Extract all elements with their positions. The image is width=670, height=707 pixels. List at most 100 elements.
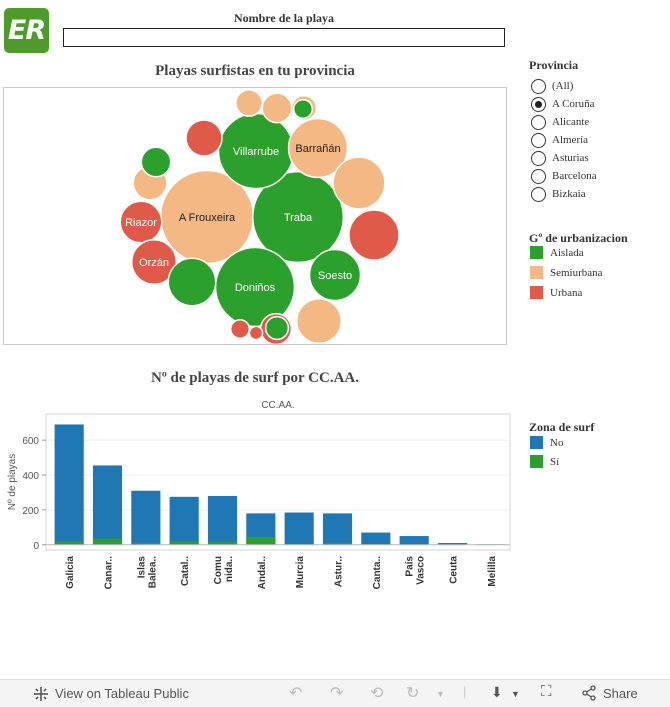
bar-segment-no[interactable] [54,424,84,545]
bubble-circle[interactable] [248,325,264,341]
bar-segment-si[interactable] [246,536,276,545]
bubble-circle[interactable] [332,156,386,210]
bubble-unlabeled-9[interactable] [348,209,400,261]
tableau-logo-icon[interactable] [32,685,50,706]
province-option-all[interactable]: (All) [531,77,651,95]
bubble-circle[interactable] [119,200,163,244]
legend-item-si[interactable]: Sí [530,455,559,468]
bubble-riazor[interactable]: Riazor [119,200,163,244]
bar-murcia[interactable] [284,512,314,545]
x-tick-label: Canar.. [104,556,115,590]
radio-button[interactable] [531,132,546,148]
share-icon[interactable] [581,685,597,704]
bar-segment-no[interactable] [284,512,314,545]
province-option-bizkaia[interactable]: Bizkaia [531,185,651,203]
province-filter-list[interactable]: (All) A Coruña Alicante Almería Asturias Barc… [531,77,651,205]
bubble-circle[interactable] [292,98,314,120]
bar-segment-no[interactable] [92,465,123,545]
province-option-almeria[interactable]: Almería [531,131,651,149]
bubble-circle[interactable] [295,297,343,345]
beach-search-input[interactable] [63,28,505,47]
bar-canta[interactable] [361,532,391,545]
radio-button[interactable] [531,114,546,130]
redo-icon[interactable]: ↷ [330,685,344,702]
bar-segment-no[interactable] [437,543,468,545]
legend-item-semiurbana[interactable]: Semiurbana [530,266,603,279]
radio-button[interactable] [531,150,546,166]
bubble-circle[interactable] [348,209,400,261]
bar-canar[interactable] [92,465,123,545]
bubble-circle[interactable] [261,92,293,124]
bubble-circle[interactable] [235,89,263,117]
bubble-orzan[interactable]: Orzán [130,238,178,286]
radio-button[interactable] [531,96,546,112]
bar-segment-si[interactable] [169,541,199,545]
bubble-unlabeled-20[interactable] [292,98,314,120]
fullscreen-icon[interactable]: ⛶ [541,683,552,700]
province-option-label: Alicante [552,116,590,128]
bar-islas-balea[interactable] [131,490,161,545]
view-on-tableau-link[interactable]: View on Tableau Public [55,686,189,701]
radio-button[interactable] [531,168,546,184]
legend-item-no[interactable]: No [530,436,563,449]
bar-andal[interactable] [246,513,276,545]
bar-ceuta[interactable] [437,543,468,545]
bubble-circle[interactable] [185,119,223,157]
revert-icon[interactable]: ⟲ [370,685,384,702]
bubble-unlabeled-22[interactable] [248,325,264,341]
bubble-unlabeled-15[interactable] [235,89,263,117]
bubble-unlabeled-13[interactable] [140,146,172,178]
refresh-dropdown-icon[interactable]: ▼ [436,689,445,699]
province-option-a-coruna[interactable]: A Coruña [531,95,651,113]
bubble-circle[interactable] [287,117,349,179]
bubble-unlabeled-18[interactable] [261,92,293,124]
bar-astur[interactable] [322,513,353,545]
bar-segment-no[interactable] [322,513,353,545]
bubble-circle[interactable] [140,146,172,178]
province-option-asturias[interactable]: Asturias [531,149,651,167]
bar-segment-si[interactable] [322,543,353,545]
bubble-villarrube[interactable]: Villarrube [217,112,295,190]
legend-item-urbana[interactable]: Urbana [530,286,582,299]
bubble-unlabeled-11[interactable] [185,119,223,157]
bubble-soesto[interactable]: Soesto [308,248,362,302]
bar-segment-no[interactable] [207,495,238,545]
refresh-icon[interactable]: ↻ [406,685,420,702]
bar-segment-no[interactable] [361,532,391,545]
bar-segment-si[interactable] [54,541,84,545]
radio-button[interactable] [531,186,546,202]
share-button[interactable]: Share [603,686,638,701]
bubble-circle[interactable] [264,315,290,341]
bar-segment-si[interactable] [131,543,161,545]
bubble-circle[interactable] [229,318,251,340]
download-dropdown-icon[interactable]: ▼ [511,689,520,699]
bubble-unlabeled-14[interactable] [167,257,217,307]
bar-catal[interactable] [169,496,199,545]
bar-segment-no[interactable] [169,496,199,545]
bubble-circle[interactable] [251,170,345,264]
x-tick-label: Comu [213,556,224,584]
bar-segment-si[interactable] [207,542,238,545]
bubble-circle[interactable] [167,257,217,307]
legend-item-aislada[interactable]: Aislada [530,246,584,259]
bar-segment-no[interactable] [399,536,429,545]
province-option-barcelona[interactable]: Barcelona [531,167,651,185]
bar-segment-si[interactable] [92,538,123,545]
x-tick-label: Islas [136,556,147,579]
bubble-traba[interactable]: Traba [251,170,345,264]
bubble-unlabeled-17[interactable] [264,315,290,341]
bubble-circle[interactable] [308,248,362,302]
bubble-unlabeled-21[interactable] [229,318,251,340]
bubble-circle[interactable] [130,238,178,286]
undo-icon[interactable]: ↶ [289,685,303,702]
bubble-unlabeled-19[interactable] [295,297,343,345]
download-icon[interactable]: ⬇ [491,684,503,700]
bar-pais-vasco[interactable] [399,536,429,545]
bar-comu-nida[interactable] [207,495,238,545]
radio-button[interactable] [531,78,546,94]
bar-galicia[interactable] [54,424,84,545]
bar-segment-no[interactable] [131,490,161,545]
bubble-unlabeled-8[interactable] [332,156,386,210]
province-option-alicante[interactable]: Alicante [531,113,651,131]
bubble-barranan[interactable]: Barrañán [287,117,349,179]
